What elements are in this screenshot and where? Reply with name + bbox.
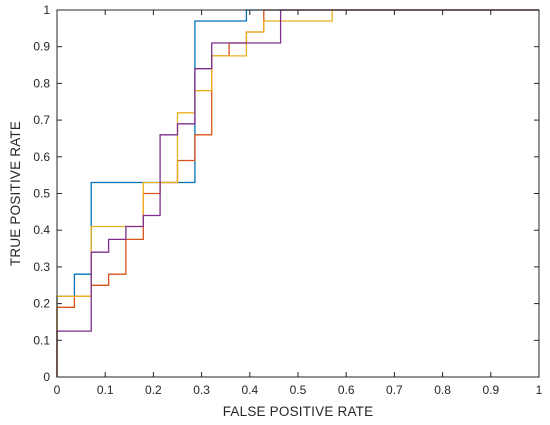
tick-marks [56, 9, 540, 378]
y-tick-label: 0.1 [33, 333, 50, 347]
roc-series-4 [56, 9, 539, 377]
y-tick-label: 1 [43, 3, 50, 17]
y-tick-label: 0.6 [33, 150, 50, 164]
tick-labels: 0 0.1 0.2 0.3 0.4 0.5 0.6 0.7 0.8 0.9 1 0 0.1 0.2 0.3 0… [33, 3, 542, 397]
x-tick-label: 1 [536, 383, 543, 397]
x-tick-label: 0.5 [290, 383, 307, 397]
y-tick-label: 0.2 [33, 297, 50, 311]
plot-lines [56, 9, 539, 377]
x-tick-label: 0.8 [434, 383, 451, 397]
y-tick-label: 0.5 [33, 187, 50, 201]
x-tick-label: 0.4 [241, 383, 258, 397]
y-tick-label: 0.7 [33, 113, 50, 127]
roc-series-3 [56, 9, 539, 377]
roc-series-2 [56, 9, 539, 377]
x-axis-label: FALSE POSITIVE RATE [223, 404, 374, 419]
x-tick-label: 0.6 [338, 383, 355, 397]
x-tick-label: 0.9 [482, 383, 499, 397]
y-tick-label: 0.8 [33, 76, 50, 90]
roc-series-1 [56, 9, 539, 377]
x-tick-label: 0.3 [193, 383, 210, 397]
y-tick-label: 0.4 [33, 223, 50, 237]
y-tick-label: 0.3 [33, 260, 50, 274]
x-tick-label: 0.2 [145, 383, 162, 397]
x-tick-label: 0.1 [97, 383, 114, 397]
y-axis-label: TRUE POSITIVE RATE [8, 121, 23, 266]
y-tick-label: 0.9 [33, 40, 50, 54]
plot-frame [56, 9, 540, 378]
x-tick-label: 0.7 [386, 383, 403, 397]
y-tick-label: 0 [43, 370, 50, 384]
x-tick-label: 0 [54, 383, 61, 397]
